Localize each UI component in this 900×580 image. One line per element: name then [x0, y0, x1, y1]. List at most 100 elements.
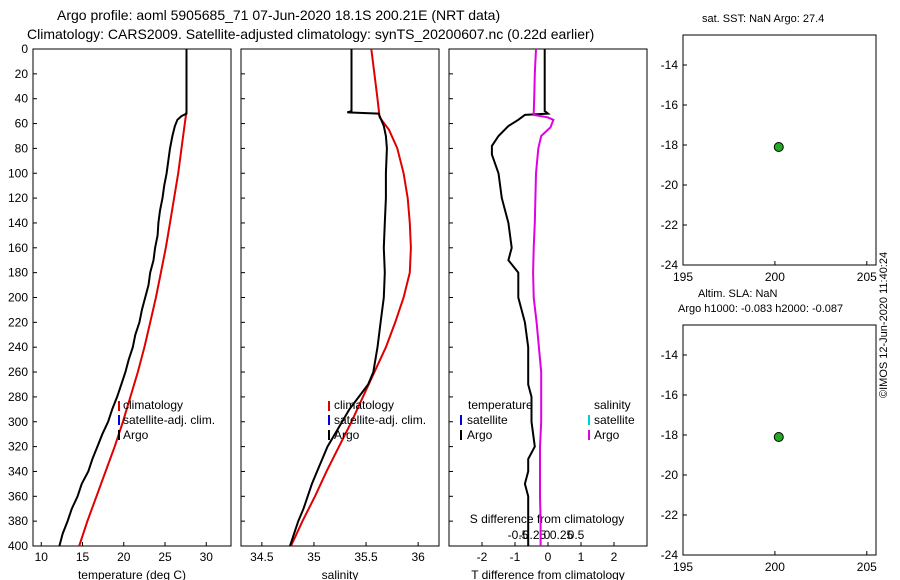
lon-tick-label: 195	[673, 270, 693, 284]
x-tick-label: 2	[611, 550, 618, 564]
s-difference-x-axis: -0.5-0.250 0.250.5	[508, 528, 585, 542]
temperature-legend: climatology satellite-adj. clim. Argo	[118, 398, 215, 442]
map-sst-title: sat. SST: NaN Argo: 27.4	[702, 13, 824, 25]
legend-label-s-satellite: satellite	[594, 413, 635, 427]
s-diff-tick-label: 0.25	[550, 528, 574, 542]
s-diff-tick-label: 0	[544, 528, 551, 542]
depth-tick-label: 220	[8, 315, 28, 329]
lon-tick-label: 195	[673, 560, 693, 574]
depth-tick-label: 180	[8, 266, 28, 280]
difference-legend: temperature satellite Argo salinity sate…	[460, 398, 635, 442]
legend-label-argo: Argo	[123, 428, 149, 442]
map-sla-title-line-1: Altim. SLA: NaN	[698, 288, 778, 300]
x-tick-label: 35.5	[354, 550, 378, 564]
depth-tick-label: 340	[8, 464, 28, 478]
lat-tick-label: -24	[661, 548, 679, 562]
difference-x-axis: -2 -1 0 1 2	[477, 542, 618, 564]
lat-tick-label: -20	[661, 178, 679, 192]
lon-tick-label: 205	[857, 560, 877, 574]
lat-tick-label: -22	[661, 508, 679, 522]
legend-salinity-header: salinity	[594, 398, 631, 412]
lon-tick-label: 200	[765, 560, 785, 574]
lat-tick-label: -18	[661, 428, 679, 442]
legend-label-satellite: satellite-adj. clim.	[334, 413, 426, 427]
x-tick-label: 20	[117, 550, 131, 564]
depth-axis: 0 20 40 60 80 100 120 140 160 180 200 220 240 260 280 3…	[8, 42, 453, 553]
x-tick-label: 34.5	[250, 550, 274, 564]
depth-tick-label: 300	[8, 415, 28, 429]
salinity-argo-line	[289, 49, 388, 547]
t-difference-argo-line	[490, 49, 551, 546]
depth-tick-label: 80	[15, 141, 29, 155]
map-sst-axes-box	[682, 34, 877, 266]
temperature-climatology-line	[78, 110, 188, 547]
x-tick-label: 15	[76, 550, 90, 564]
salinity-climatology-line	[290, 48, 412, 547]
legend-label-t-satellite: satellite	[467, 413, 508, 427]
legend-label-s-argo: Argo	[594, 428, 620, 442]
legend-temperature-header: temperature	[468, 398, 533, 412]
s-diff-tick-label: -0.25	[519, 528, 547, 542]
x-tick-label: 0	[545, 550, 552, 564]
depth-tick-label: 360	[8, 489, 28, 503]
s-difference-xlabel: S difference from climatology	[470, 512, 625, 526]
x-tick-label: -2	[477, 550, 488, 564]
lat-tick-label: -24	[661, 258, 679, 272]
map-sla-argo-location-marker	[773, 432, 784, 442]
legend-label-satellite: satellite-adj. clim.	[123, 413, 215, 427]
title-line-1: Argo profile: aoml 5905685_71 07-Jun-202…	[57, 7, 500, 23]
map-sst-argo-location-marker	[773, 142, 784, 152]
depth-tick-label: 100	[8, 166, 28, 180]
depth-tick-label: 260	[8, 365, 28, 379]
depth-tick-label: 380	[8, 514, 28, 528]
depth-tick-label: 140	[8, 216, 28, 230]
legend-label-climatology: climatology	[123, 398, 183, 412]
depth-tick-label: 20	[15, 67, 29, 81]
lat-tick-label: -20	[661, 468, 679, 482]
depth-tick-label: 400	[8, 539, 28, 553]
x-tick-label: 10	[35, 550, 49, 564]
map-sla-title-line-2: Argo h1000: -0.083 h2000: -0.087	[678, 303, 843, 315]
x-tick-label: 25	[158, 550, 172, 564]
depth-tick-label: 320	[8, 440, 28, 454]
lat-tick-label: -18	[661, 138, 679, 152]
temperature-x-axis: 10 15 20 25 30	[35, 542, 214, 564]
imos-credit: ©IMOS 12-Jun-2020 11:40:24	[878, 251, 890, 398]
depth-tick-label: 240	[8, 340, 28, 354]
legend-label-t-argo: Argo	[467, 428, 493, 442]
legend-label-argo: Argo	[334, 428, 360, 442]
x-tick-label: 35	[307, 550, 321, 564]
s-diff-tick-label: 0.5	[568, 528, 585, 542]
salinity-axes-box	[240, 48, 440, 547]
depth-tick-label: 200	[8, 291, 28, 305]
temperature-argo-line	[58, 49, 188, 547]
lat-tick-label: -16	[661, 98, 679, 112]
legend-label-climatology: climatology	[334, 398, 394, 412]
lat-tick-label: -14	[661, 58, 679, 72]
title-line-2: Climatology: CARS2009. Satellite-adjuste…	[27, 26, 594, 42]
s-diff-tick-label: -0.5	[508, 528, 529, 542]
x-tick-label: 36	[411, 550, 425, 564]
depth-tick-label: 60	[15, 117, 29, 131]
depth-tick-label: 160	[8, 241, 28, 255]
x-tick-label: 1	[578, 550, 585, 564]
lon-tick-label: 200	[765, 270, 785, 284]
s-difference-argo-line	[532, 48, 555, 546]
salinity-xlabel: salinity	[322, 568, 359, 580]
depth-tick-label: 40	[15, 92, 29, 106]
x-tick-label: 30	[200, 550, 214, 564]
lat-tick-label: -16	[661, 388, 679, 402]
lat-tick-label: -14	[661, 348, 679, 362]
depth-tick-label: 280	[8, 390, 28, 404]
depth-tick-label: 120	[8, 191, 28, 205]
depth-tick-label: 0	[21, 42, 28, 56]
x-tick-label: -1	[510, 550, 521, 564]
lat-tick-label: -22	[661, 218, 679, 232]
map-sla-axes-box	[682, 324, 877, 556]
temperature-xlabel: temperature (deg C)	[78, 568, 186, 580]
salinity-x-axis: 34.5 35 35.5 36	[250, 542, 425, 564]
